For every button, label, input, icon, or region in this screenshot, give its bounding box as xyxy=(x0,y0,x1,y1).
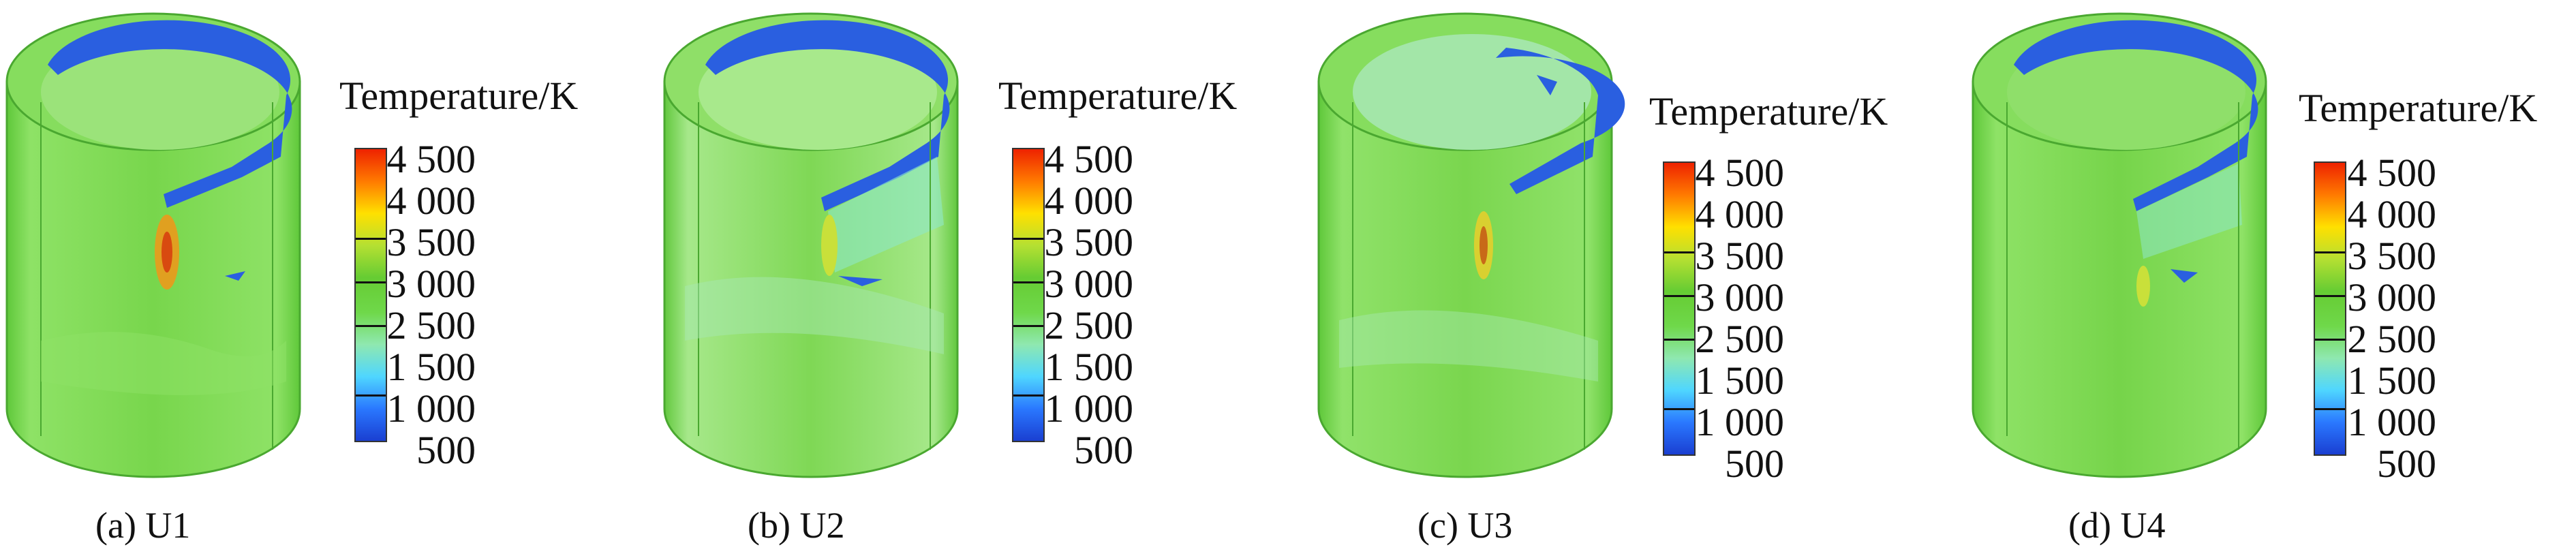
colorbar-tick-4500: 4 500 xyxy=(1695,151,1785,195)
colorbar-title: Temperature/K xyxy=(1649,89,1888,134)
colorbar-title: Temperature/K xyxy=(2299,86,2538,130)
colorbar-tick-3000: 3 000 xyxy=(1044,262,1134,306)
colorbar-tick-1000: 1 000 xyxy=(386,386,476,431)
panel-d: Temperature/K 4 500 4 000 3 500 3 000 2 … xyxy=(1966,0,2576,558)
panel-a: Temperature/K 4 500 4 000 3 500 3 000 2 … xyxy=(0,0,644,558)
colorbar-tick-1500: 1 500 xyxy=(1695,358,1785,403)
colorbar-tick-500: 500 xyxy=(2377,441,2436,486)
panel-caption: (d) U4 xyxy=(2068,505,2166,546)
colorbar-tick-1000: 1 000 xyxy=(1044,386,1134,431)
colorbar-tick-4500: 4 500 xyxy=(386,137,476,181)
colorbar-tick-3500: 3 500 xyxy=(1044,220,1134,264)
colorbar-tick-3500: 3 500 xyxy=(2347,234,2437,278)
colorbar-tick-1500: 1 500 xyxy=(1044,345,1134,389)
colorbar-tick-4000: 4 000 xyxy=(386,179,476,223)
colorbar xyxy=(1663,161,1696,456)
colorbar-tick-2500: 2 500 xyxy=(1044,303,1134,347)
cylinder-temperature-render xyxy=(663,12,959,478)
colorbar-tick-1500: 1 500 xyxy=(2347,358,2437,403)
cylinder-temperature-render xyxy=(1972,12,2267,478)
colorbar-tick-500: 500 xyxy=(1725,441,1784,486)
colorbar-title: Temperature/K xyxy=(339,74,579,118)
colorbar-tick-4500: 4 500 xyxy=(1044,137,1134,181)
colorbar-title: Temperature/K xyxy=(998,74,1238,118)
colorbar-tick-3000: 3 000 xyxy=(386,262,476,306)
colorbar-tick-3000: 3 000 xyxy=(1695,275,1785,320)
colorbar-tick-1000: 1 000 xyxy=(1695,400,1785,444)
colorbar-tick-1000: 1 000 xyxy=(2347,400,2437,444)
panel-b: Temperature/K 4 500 4 000 3 500 3 000 2 … xyxy=(658,0,1302,558)
colorbar-tick-3500: 3 500 xyxy=(1695,234,1785,278)
cylinder-temperature-render xyxy=(1317,12,1625,478)
colorbar-tick-2500: 2 500 xyxy=(2347,317,2437,361)
colorbar xyxy=(1012,148,1045,442)
colorbar-tick-2500: 2 500 xyxy=(1695,317,1785,361)
panel-caption: (a) U1 xyxy=(95,505,191,546)
panel-caption: (c) U3 xyxy=(1417,505,1513,546)
colorbar xyxy=(354,148,387,442)
colorbar-tick-4000: 4 000 xyxy=(2347,192,2437,236)
colorbar-tick-3000: 3 000 xyxy=(2347,275,2437,320)
colorbar-tick-500: 500 xyxy=(1074,428,1133,472)
colorbar-tick-4000: 4 000 xyxy=(1695,192,1785,236)
colorbar-tick-4500: 4 500 xyxy=(2347,151,2437,195)
panel-caption: (b) U2 xyxy=(748,505,845,546)
colorbar-tick-3500: 3 500 xyxy=(386,220,476,264)
colorbar xyxy=(2314,161,2346,456)
colorbar-tick-4000: 4 000 xyxy=(1044,179,1134,223)
colorbar-tick-2500: 2 500 xyxy=(386,303,476,347)
panel-c: Temperature/K 4 500 4 000 3 500 3 000 2 … xyxy=(1312,0,1956,558)
cylinder-temperature-render xyxy=(5,12,301,478)
colorbar-tick-500: 500 xyxy=(416,428,476,472)
colorbar-tick-1500: 1 500 xyxy=(386,345,476,389)
